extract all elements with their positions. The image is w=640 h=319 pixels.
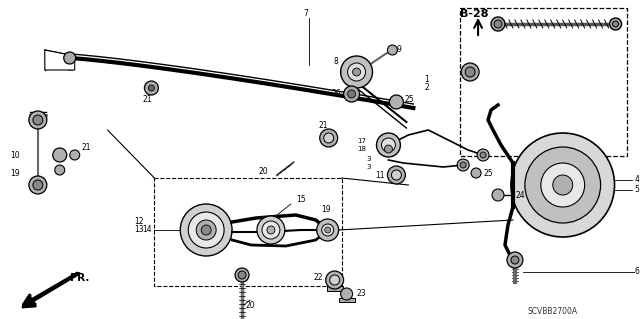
Circle shape [460,162,466,168]
Bar [339,298,355,302]
Circle shape [465,67,475,77]
Circle shape [201,225,211,235]
Circle shape [353,68,360,76]
Circle shape [180,204,232,256]
Circle shape [55,165,65,175]
Circle shape [511,256,519,264]
Text: 19: 19 [321,205,330,214]
Circle shape [262,221,280,239]
Circle shape [385,145,392,153]
Circle shape [348,90,356,98]
Text: 23: 23 [356,290,366,299]
Circle shape [64,52,76,64]
Circle shape [387,166,405,184]
Circle shape [238,271,246,279]
Text: 25: 25 [404,95,414,105]
Circle shape [525,147,600,223]
Text: 11: 11 [375,170,385,180]
Circle shape [461,63,479,81]
Circle shape [340,288,353,300]
Text: 22: 22 [313,273,323,283]
Circle shape [387,45,397,55]
Circle shape [457,159,469,171]
Circle shape [376,133,401,157]
Circle shape [390,95,403,109]
Text: 21: 21 [143,95,152,105]
Circle shape [29,111,47,129]
Text: 14: 14 [142,226,152,234]
Circle shape [494,20,502,28]
Circle shape [148,85,154,91]
Circle shape [29,176,47,194]
Text: 25: 25 [483,168,493,177]
Bar [460,8,627,156]
Text: 6: 6 [634,268,639,277]
Circle shape [511,133,614,237]
Text: 26: 26 [331,90,340,99]
Circle shape [33,180,43,190]
Circle shape [322,224,333,236]
Text: 4: 4 [634,175,639,184]
Text: 1: 1 [424,76,429,85]
Text: B-28: B-28 [460,9,489,19]
Text: FR.: FR. [70,273,89,283]
Circle shape [492,189,504,201]
Circle shape [326,271,344,289]
Circle shape [609,18,621,30]
Text: 21: 21 [319,121,328,130]
Text: 3: 3 [366,164,371,170]
Text: 13: 13 [134,226,143,234]
Circle shape [145,81,158,95]
Text: 5: 5 [634,186,639,195]
Circle shape [257,216,285,244]
Circle shape [196,220,216,240]
Circle shape [541,163,585,207]
Circle shape [612,21,618,27]
Text: 19: 19 [10,168,20,177]
Circle shape [52,148,67,162]
Circle shape [324,133,333,143]
Text: 20: 20 [245,300,255,309]
Circle shape [33,115,43,125]
Circle shape [392,170,401,180]
Circle shape [348,63,365,81]
Circle shape [381,138,396,152]
Text: 9: 9 [396,46,401,55]
Text: 20: 20 [259,167,269,176]
Bar [154,178,342,286]
Text: 17: 17 [358,138,367,144]
Circle shape [471,168,481,178]
Text: 18: 18 [358,146,367,152]
Circle shape [267,226,275,234]
Text: SCVBB2700A: SCVBB2700A [528,307,578,315]
Text: 7: 7 [303,10,308,19]
Text: 15: 15 [296,196,305,204]
Circle shape [507,252,523,268]
Text: 24: 24 [516,190,525,199]
Text: 21: 21 [82,144,91,152]
Circle shape [480,152,486,158]
Circle shape [344,86,360,102]
Text: 10: 10 [10,151,20,160]
Bar [326,286,342,291]
Circle shape [70,150,80,160]
Circle shape [320,129,338,147]
Text: 12: 12 [134,218,143,226]
Text: 8: 8 [334,57,339,66]
Circle shape [324,227,331,233]
Text: 2: 2 [424,84,429,93]
Circle shape [317,219,339,241]
Circle shape [491,17,505,31]
Polygon shape [45,50,75,70]
Circle shape [340,56,372,88]
Circle shape [553,175,573,195]
Text: 3: 3 [366,156,371,162]
Circle shape [235,268,249,282]
Circle shape [330,275,340,285]
Circle shape [188,212,224,248]
Circle shape [477,149,489,161]
